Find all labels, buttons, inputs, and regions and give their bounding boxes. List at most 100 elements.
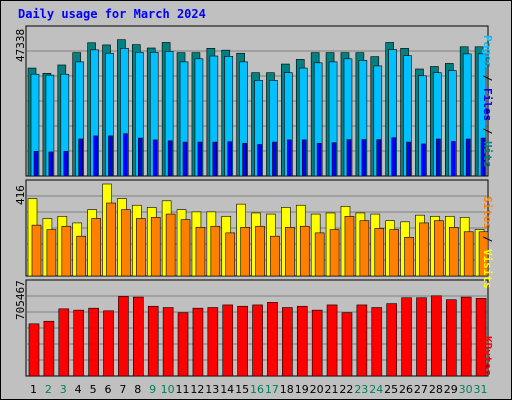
bar-pages-day-20	[316, 143, 322, 177]
bar-pages-day-25	[391, 137, 396, 177]
day-label-8: 8	[134, 383, 141, 396]
hits-ymax-label: 47338	[14, 28, 27, 62]
bar-pages-day-29	[450, 141, 456, 177]
day-label-9: 9	[149, 383, 156, 396]
day-label-31: 31	[474, 383, 488, 396]
bar-kbytes-day-9	[147, 305, 159, 377]
day-label-11: 11	[175, 383, 189, 396]
bar-pages-day-22	[346, 139, 352, 177]
day-label-20: 20	[310, 383, 324, 396]
day-label-25: 25	[384, 383, 398, 396]
day-label-2: 2	[45, 383, 52, 396]
bar-kbytes-day-7	[118, 296, 129, 377]
bar-pages-day-6	[108, 135, 113, 177]
day-label-10: 10	[161, 383, 175, 396]
bar-sites-day-7	[121, 209, 131, 277]
bar-sites-day-30	[463, 231, 474, 277]
day-label-16: 16	[250, 383, 264, 396]
bar-pages-day-18	[287, 139, 292, 177]
bar-sites-day-23	[359, 220, 370, 277]
bar-sites-day-18	[285, 227, 295, 277]
bar-sites-day-22	[344, 215, 355, 277]
legend-sites: Sites	[481, 196, 494, 230]
day-label-7: 7	[119, 383, 126, 396]
day-label-14: 14	[220, 383, 234, 396]
day-label-24: 24	[369, 383, 383, 396]
bar-sites-day-2	[46, 229, 57, 277]
bar-kbytes-day-22	[341, 312, 353, 377]
bar-pages-day-28	[436, 138, 441, 177]
bar-kbytes-day-29	[445, 299, 457, 377]
bar-kbytes-day-4	[73, 309, 85, 377]
bar-kbytes-day-28	[431, 295, 442, 377]
bar-pages-day-26	[406, 141, 411, 177]
bar-sites-day-28	[434, 220, 444, 277]
bar-pages-day-9	[152, 139, 158, 177]
bar-kbytes-day-15	[237, 305, 248, 377]
bar-kbytes-day-10	[162, 307, 174, 377]
bar-kbytes-day-19	[296, 305, 308, 377]
legend-kbytes-wrap: KBytes	[481, 336, 494, 376]
bar-pages-day-8	[138, 137, 143, 177]
bar-kbytes-day-2	[43, 320, 55, 377]
bar-kbytes-day-23	[356, 304, 368, 377]
bar-pages-day-3	[63, 151, 69, 177]
bar-kbytes-day-12	[192, 307, 204, 377]
day-label-30: 30	[459, 383, 473, 396]
bar-kbytes-day-14	[222, 304, 234, 377]
bar-kbytes-day-20	[311, 309, 323, 377]
bar-kbytes-day-13	[207, 307, 219, 377]
bar-kbytes-day-21	[326, 304, 338, 377]
day-label-19: 19	[295, 383, 309, 396]
bar-sites-day-3	[61, 225, 72, 277]
bar-pages-day-10	[167, 140, 173, 177]
bar-pages-day-23	[361, 139, 367, 177]
day-label-6: 6	[104, 383, 111, 396]
day-label-15: 15	[235, 383, 249, 396]
legend-visits: Visits	[481, 249, 494, 289]
bar-pages-day-11	[182, 141, 188, 177]
day-label-4: 4	[75, 383, 82, 396]
legend-kbytes: KBytes	[481, 336, 494, 376]
bar-pages-day-14	[227, 141, 233, 177]
bar-kbytes-day-16	[252, 304, 263, 377]
bar-sites-day-31	[478, 231, 489, 277]
bar-pages-day-19	[301, 139, 307, 177]
bar-pages-day-12	[197, 141, 203, 177]
day-label-28: 28	[429, 383, 443, 396]
legend-files: Files	[481, 88, 494, 122]
bar-sites-day-16	[255, 225, 265, 277]
legend-pages-files-hits: Pages / Files / Hits	[481, 35, 494, 168]
bar-pages-day-24	[376, 139, 382, 177]
day-label-13: 13	[205, 383, 219, 396]
bar-pages-day-30	[465, 138, 471, 177]
day-label-5: 5	[90, 383, 97, 396]
day-label-23: 23	[354, 383, 368, 396]
bar-sites-day-8	[136, 218, 146, 277]
bar-sites-day-5	[91, 218, 101, 277]
day-label-21: 21	[325, 383, 339, 396]
bar-kbytes-day-31	[475, 298, 487, 377]
day-label-29: 29	[444, 383, 458, 396]
bar-pages-day-17	[272, 141, 277, 177]
bar-sites-day-24	[374, 228, 385, 277]
bar-sites-day-15	[240, 227, 250, 277]
bar-pages-day-31	[480, 137, 486, 177]
bar-sites-day-4	[76, 235, 87, 277]
visits-ymax-label: 416	[14, 185, 27, 205]
bar-pages-day-2	[48, 151, 54, 177]
bar-sites-day-27	[419, 222, 429, 277]
bar-pages-day-1	[33, 151, 39, 177]
bar-pages-day-13	[212, 141, 218, 177]
bar-kbytes-day-18	[282, 307, 293, 377]
bar-kbytes-day-6	[103, 310, 114, 377]
bar-sites-day-13	[210, 225, 221, 277]
bar-kbytes-day-30	[460, 296, 472, 377]
bar-sites-day-1	[31, 224, 42, 277]
bar-kbytes-day-24	[371, 307, 383, 377]
day-label-12: 12	[190, 383, 204, 396]
bar-sites-day-29	[448, 227, 459, 277]
day-label-27: 27	[414, 383, 428, 396]
chart-title: Daily usage for March 2024	[18, 7, 206, 21]
bar-pages-day-21	[331, 142, 337, 177]
